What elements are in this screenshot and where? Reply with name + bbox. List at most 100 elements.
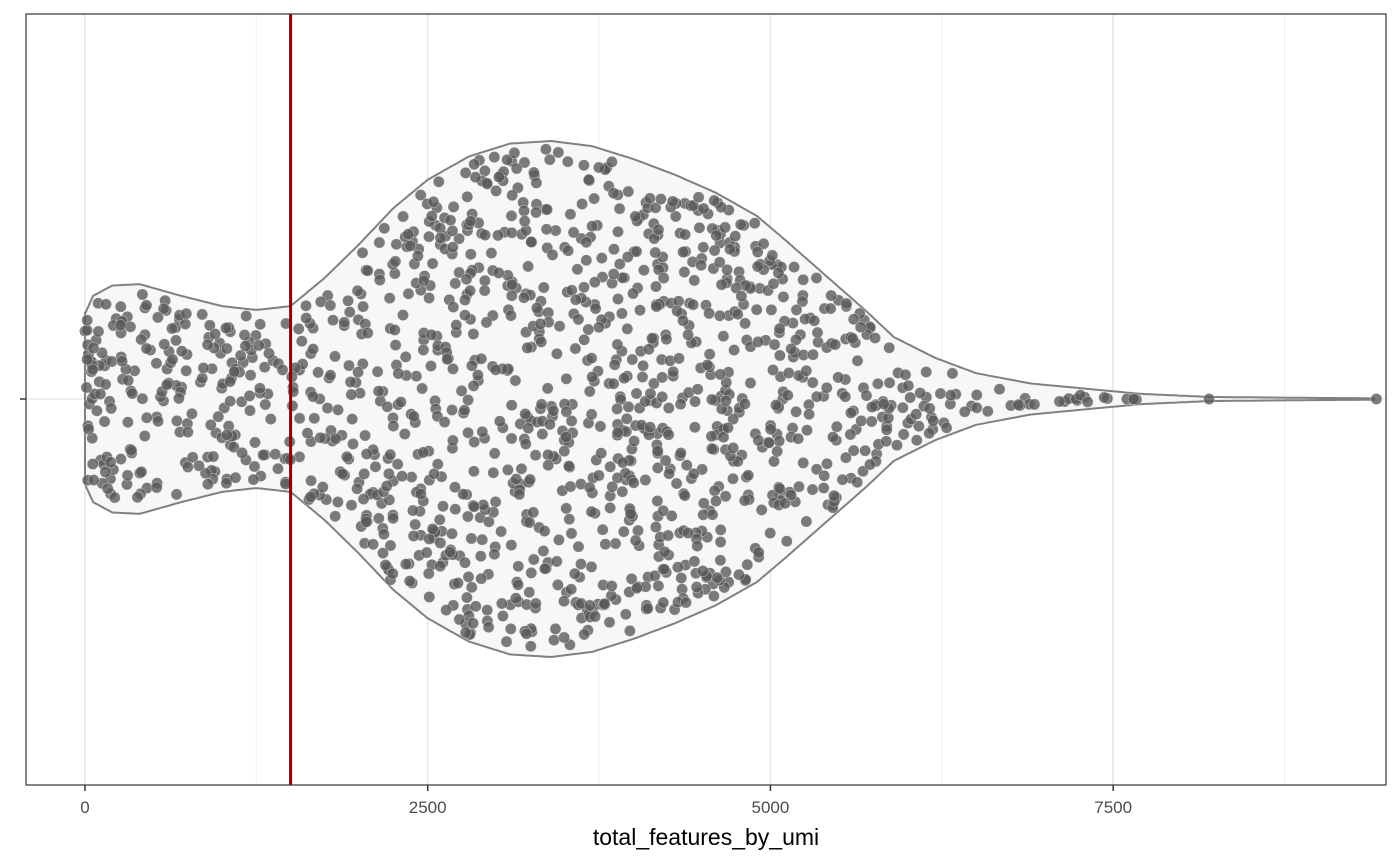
data-point — [446, 434, 459, 447]
data-point — [453, 232, 465, 245]
data-point — [649, 201, 662, 214]
data-point — [607, 187, 620, 200]
data-point — [663, 467, 675, 480]
data-point — [397, 309, 409, 321]
data-point — [293, 412, 306, 425]
data-point — [541, 382, 554, 395]
data-point — [434, 560, 447, 573]
data-point — [305, 474, 317, 487]
data-point — [80, 381, 93, 394]
data-point — [382, 467, 395, 480]
data-point — [105, 355, 118, 368]
x-axis-ticks: 0 2500 5000 7500 — [80, 785, 1132, 817]
data-point — [327, 314, 339, 327]
data-point — [624, 508, 637, 520]
data-point — [257, 449, 269, 461]
data-point — [565, 527, 578, 540]
data-point — [388, 324, 401, 336]
data-point — [797, 273, 810, 286]
data-point — [628, 435, 640, 447]
data-point — [713, 309, 726, 322]
data-point — [417, 344, 430, 356]
data-point — [657, 272, 670, 284]
data-point — [530, 176, 543, 189]
x-tick-label: 7500 — [1094, 798, 1132, 817]
data-point — [450, 319, 463, 331]
data-point — [404, 239, 417, 252]
data-point — [521, 341, 534, 354]
data-point — [447, 200, 460, 213]
data-point — [606, 155, 618, 168]
data-point — [763, 436, 775, 449]
data-point — [180, 307, 193, 320]
data-point — [387, 512, 399, 525]
data-point — [913, 420, 925, 433]
data-point — [166, 353, 179, 366]
data-point — [263, 347, 275, 360]
data-point — [611, 402, 623, 415]
data-point — [510, 162, 523, 175]
data-point — [542, 459, 555, 472]
data-point — [677, 246, 689, 258]
data-point — [810, 390, 823, 403]
data-point — [392, 367, 405, 380]
data-point — [346, 413, 359, 425]
data-point — [779, 497, 792, 510]
data-point — [585, 505, 598, 518]
data-point — [417, 446, 430, 459]
data-point — [82, 423, 95, 436]
data-point — [87, 474, 100, 486]
data-point — [126, 387, 139, 400]
data-point — [790, 303, 803, 316]
data-point — [674, 398, 687, 411]
data-point — [714, 536, 727, 548]
data-point — [417, 274, 430, 287]
data-point — [529, 449, 542, 462]
data-point — [459, 556, 471, 569]
data-point — [678, 266, 691, 278]
data-point — [829, 338, 842, 351]
data-point — [372, 512, 385, 525]
data-point — [649, 246, 662, 259]
data-point — [92, 325, 105, 338]
data-point — [519, 438, 532, 450]
data-point — [721, 263, 733, 276]
data-point — [880, 423, 893, 436]
data-point — [824, 302, 837, 315]
data-point — [476, 533, 489, 546]
data-point — [481, 604, 494, 616]
data-point — [836, 473, 849, 486]
data-point — [547, 404, 560, 417]
data-point — [847, 313, 860, 326]
data-point — [546, 248, 559, 261]
data-point — [585, 561, 598, 573]
data-point — [620, 412, 633, 425]
data-point — [767, 364, 779, 376]
data-point — [866, 401, 878, 413]
data-point — [981, 405, 994, 418]
data-point — [140, 411, 153, 424]
data-point — [402, 287, 415, 300]
data-point — [675, 447, 687, 459]
data-point — [135, 333, 148, 346]
data-point — [670, 477, 683, 490]
data-point — [170, 488, 183, 501]
data-point — [612, 293, 624, 305]
data-point — [425, 360, 437, 372]
data-point — [314, 431, 327, 444]
data-point — [567, 226, 580, 239]
data-point — [396, 470, 408, 483]
data-point — [544, 418, 556, 431]
data-point — [625, 573, 638, 585]
data-point — [487, 466, 500, 479]
data-point — [688, 555, 701, 568]
data-point — [115, 453, 127, 465]
data-point — [575, 558, 587, 570]
data-point — [1012, 398, 1025, 411]
data-point — [618, 372, 631, 385]
data-point — [304, 490, 317, 503]
data-point — [240, 310, 253, 322]
data-point — [441, 353, 454, 366]
data-point — [203, 319, 216, 332]
data-point — [399, 558, 412, 571]
